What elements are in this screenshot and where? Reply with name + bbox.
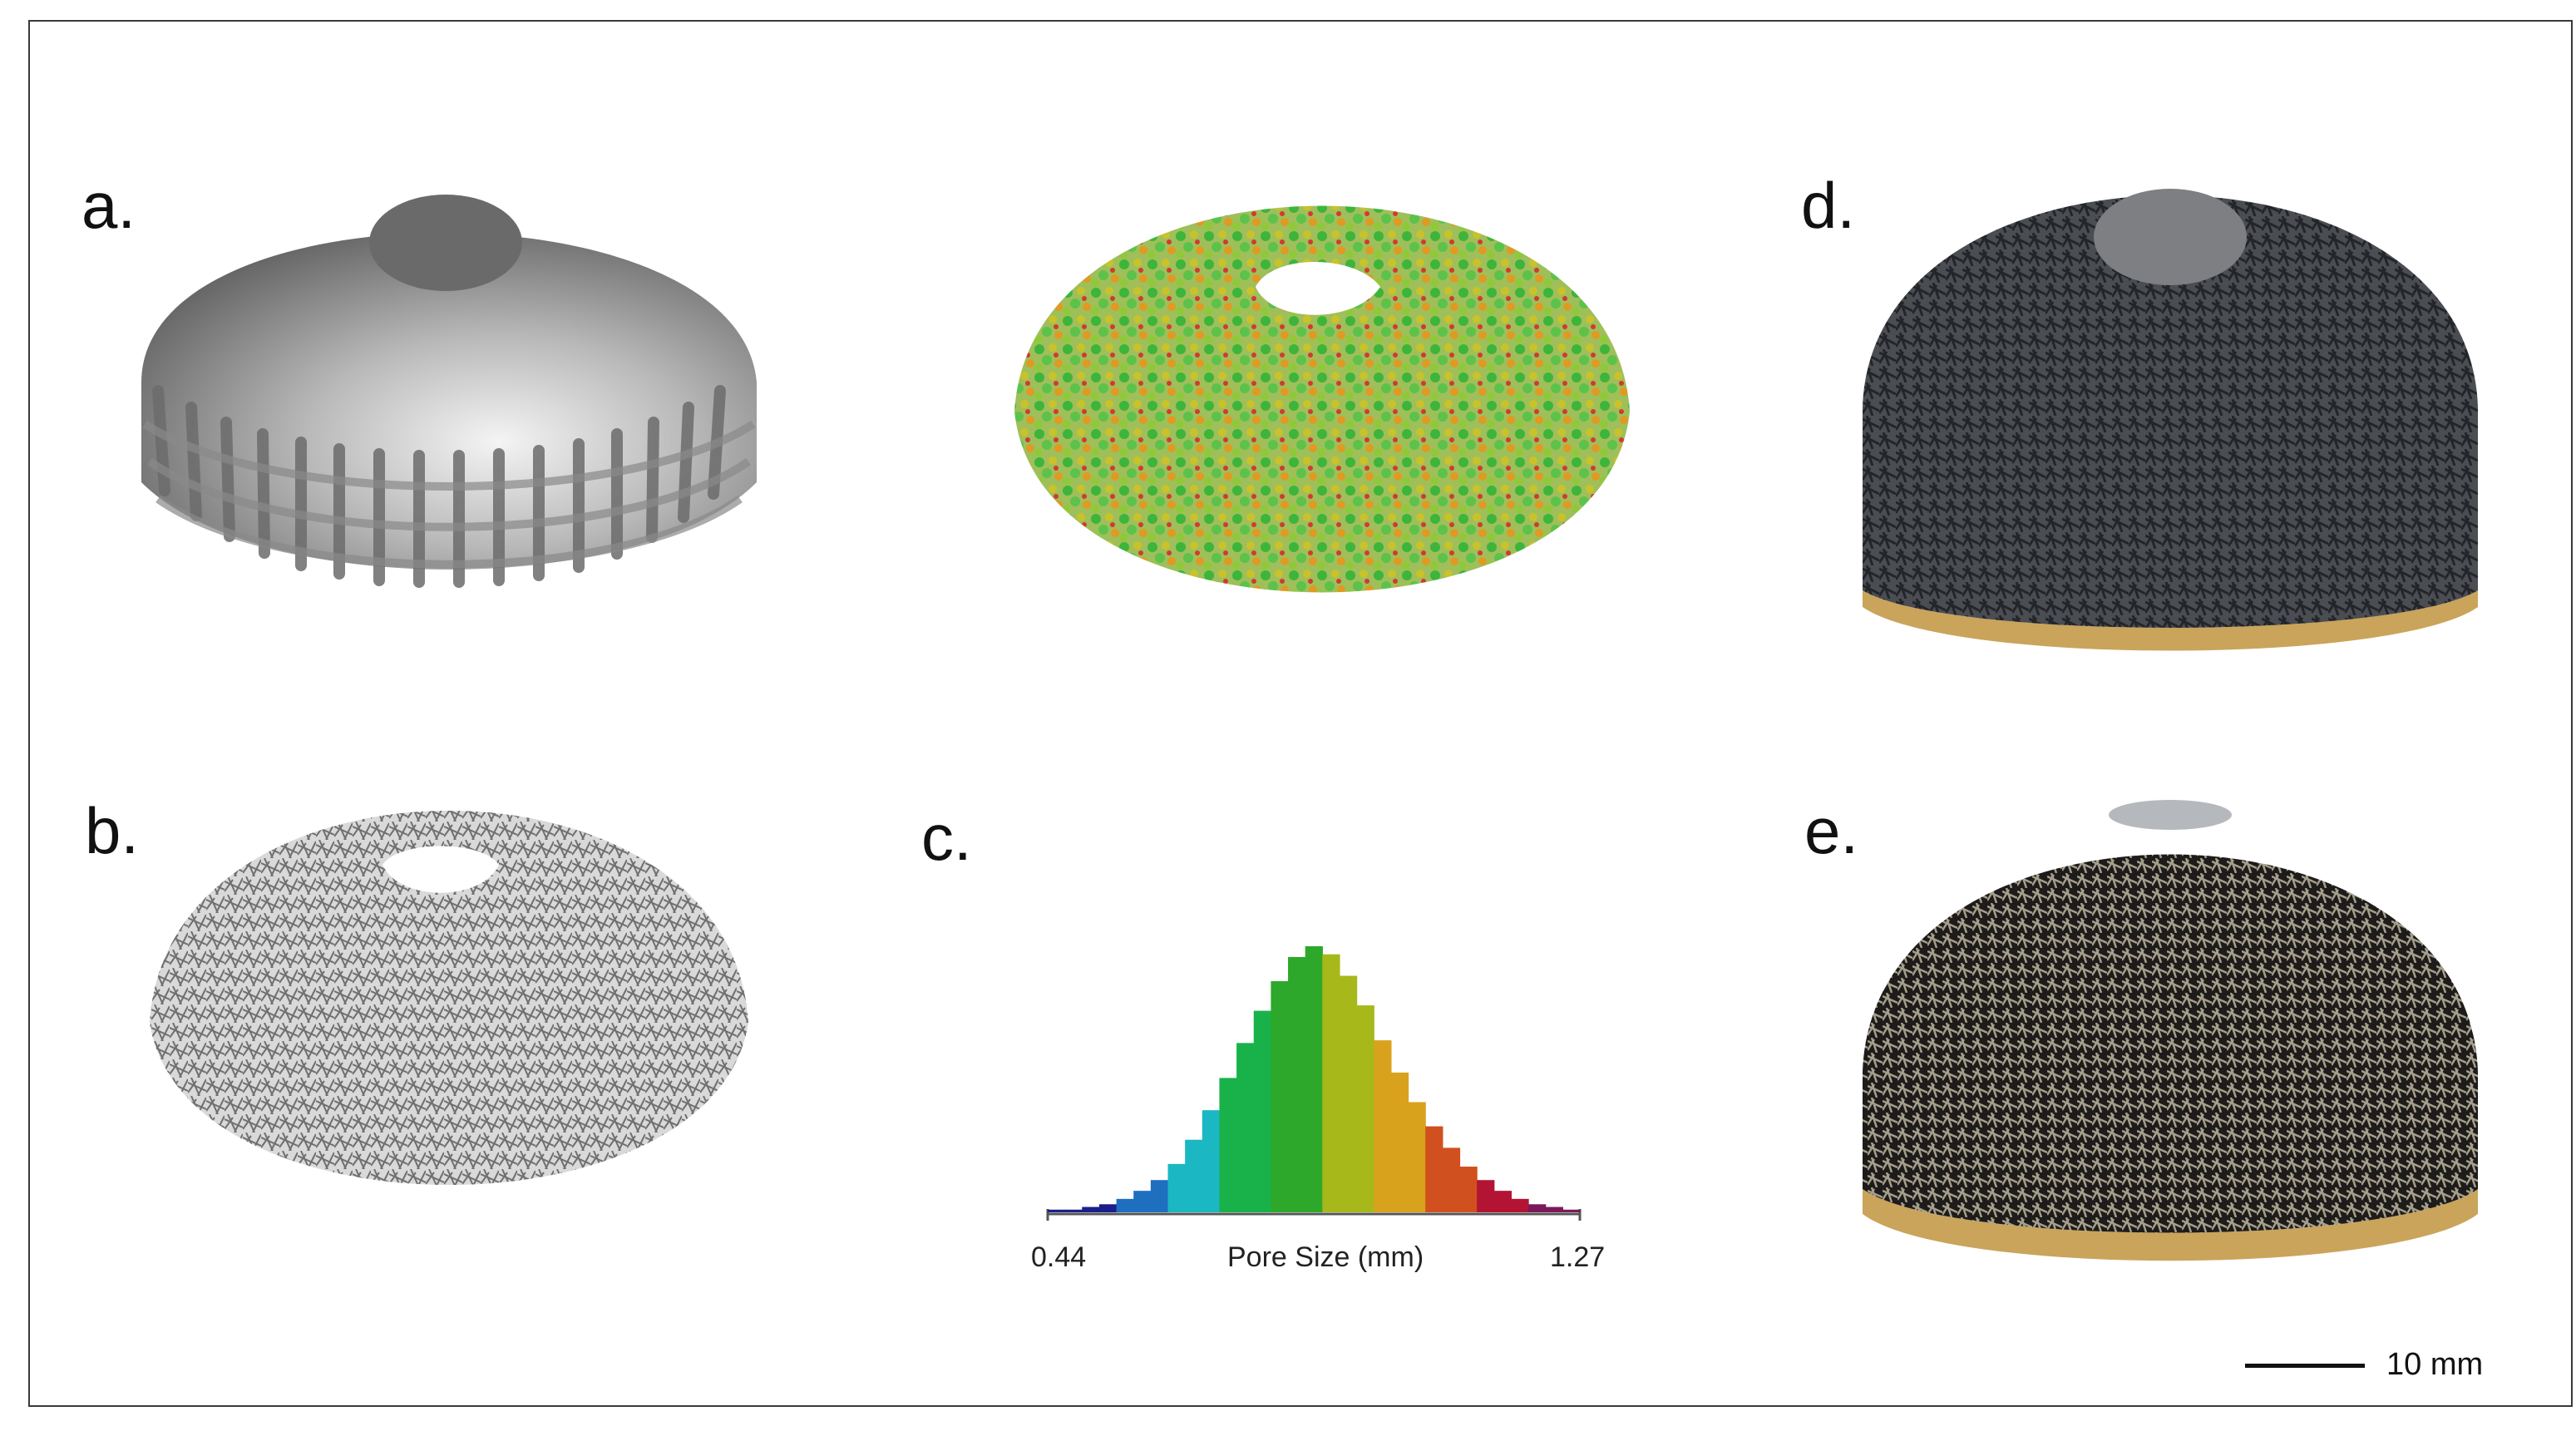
pore-colored-dome-image <box>1014 205 1630 593</box>
histogram-bar <box>1253 1010 1271 1212</box>
metal-dome-image <box>1863 800 2478 1261</box>
histogram-bar <box>1562 1209 1581 1212</box>
histogram-bar <box>1408 1102 1426 1212</box>
histogram-bar <box>1356 1005 1374 1212</box>
lattice-dome-image <box>150 811 748 1185</box>
panel-b-lattice-dome <box>133 748 765 1297</box>
panel-label-b: b. <box>85 794 140 867</box>
panel-pore-dome <box>1006 146 1638 694</box>
pore-size-histogram <box>1046 946 1582 1221</box>
histogram-bar <box>1339 975 1358 1212</box>
panel-e-printed-dome <box>1838 798 2503 1297</box>
solid-dome-image <box>141 195 757 588</box>
panel-label-e: e. <box>1804 794 1859 867</box>
histogram-bar <box>1167 1163 1186 1212</box>
histogram-bar <box>1390 1072 1409 1212</box>
histogram-bar <box>1305 946 1323 1212</box>
panel-label-c: c. <box>921 801 972 874</box>
histogram-bar <box>1511 1198 1529 1212</box>
histogram-bar <box>1425 1126 1443 1212</box>
histogram-bar <box>1098 1204 1118 1212</box>
scale-bar-label: 10 mm <box>2386 1347 2484 1382</box>
histogram-bar <box>1202 1110 1221 1212</box>
histogram-bar <box>1082 1206 1100 1212</box>
x-tick-label-min: 0.44 <box>1031 1241 1087 1273</box>
histogram-bar <box>1442 1147 1461 1212</box>
histogram-bar <box>1133 1191 1152 1212</box>
histogram-bar <box>1322 954 1340 1212</box>
panel-label-a: a. <box>81 169 136 242</box>
histogram-bar <box>1528 1204 1547 1212</box>
histogram-bar <box>1459 1167 1478 1212</box>
histogram-bar <box>1219 1078 1237 1212</box>
histogram-bar <box>1493 1191 1513 1212</box>
histogram-bar <box>1477 1180 1495 1212</box>
histogram-bar <box>1545 1206 1563 1212</box>
histogram-bar <box>1064 1209 1083 1212</box>
scale-bar-line <box>2245 1364 2365 1368</box>
histogram-bar <box>1374 1040 1392 1212</box>
histogram-bar <box>1288 956 1306 1212</box>
histogram-bar <box>1271 981 1289 1212</box>
printed-dome-image <box>1863 189 2478 651</box>
panel-label-d: d. <box>1801 169 1856 242</box>
x-axis-label: Pore Size (mm) <box>1227 1241 1424 1273</box>
histogram-bar <box>1236 1043 1255 1212</box>
panel-d-printed-dome <box>1846 133 2495 682</box>
histogram-bar <box>1150 1180 1169 1212</box>
panel-c-histogram <box>1031 931 1613 1239</box>
histogram-bar <box>1116 1198 1134 1212</box>
x-tick-label-max: 1.27 <box>1550 1241 1606 1273</box>
histogram-bar <box>1048 1209 1066 1212</box>
histogram-bar <box>1185 1139 1203 1212</box>
panel-a-solid-dome <box>125 133 773 682</box>
